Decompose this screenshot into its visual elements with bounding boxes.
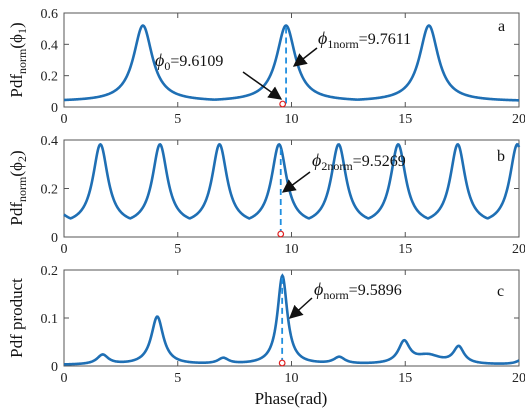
marker-c	[278, 359, 286, 367]
annotation-a2: ϕ0=9.6109	[155, 50, 223, 73]
x-tick-label-b-2: 10	[285, 242, 299, 257]
x-tick-label-c-1: 5	[174, 371, 181, 386]
x-tick-label-b-0: 0	[61, 242, 68, 257]
arrow-a2	[242, 71, 283, 100]
x-tick-label-a-2: 10	[285, 112, 299, 127]
annotation-c: ϕnorm=9.5896	[314, 279, 402, 302]
curve-a	[63, 24, 520, 102]
axes-box-b	[63, 139, 520, 238]
panel-letter-c: c	[497, 283, 504, 300]
arrow-c	[289, 297, 313, 319]
y-tick-label-c-2: 0.2	[41, 264, 59, 279]
ylabel-c: Pdf product	[7, 278, 26, 358]
x-tick-label-b-4: 20	[512, 242, 525, 257]
arrow-a1	[292, 47, 318, 67]
xlabel: Phase(rad)	[255, 389, 328, 408]
y-tick-label-b-0: 0	[51, 231, 58, 246]
y-tick-label-a-0: 0	[51, 101, 58, 116]
y-tick-label-a-3: 0.6	[41, 7, 59, 22]
x-tick-label-c-4: 20	[512, 371, 525, 386]
y-tick-label-a-2: 0.4	[41, 38, 59, 53]
marker-b	[277, 230, 285, 238]
annotation-a1: ϕ1norm=9.7611	[318, 28, 411, 51]
axes-a: 0 5 10 15 20 0 0.2 0.4 0.6	[41, 7, 525, 127]
x-tick-label-c-0: 0	[61, 371, 68, 386]
y-tick-label-b-1: 0.2	[41, 183, 59, 198]
x-tick-label-a-0: 0	[61, 112, 68, 127]
arrow-b	[281, 171, 311, 193]
panel-a: 0 5 10 15 20 0 0.2 0.4 0.6 ϕ1norm=9.7611 ϕ0=9.61…	[7, 7, 525, 127]
y-tick-label-c-1: 0.1	[41, 312, 59, 327]
axes-b: 0 5 10 15 20 0 0.2 0.4	[41, 134, 525, 257]
axes-c: 0 5 10 15 20 0 0.1 0.2	[41, 264, 525, 386]
ylabel-a: Pdfnorm(ϕ1)	[7, 22, 29, 97]
panel-letter-b: b	[497, 148, 505, 165]
x-tick-label-c-3: 15	[398, 371, 412, 386]
x-tick-label-b-3: 15	[398, 242, 412, 257]
x-tick-label-b-1: 5	[174, 242, 181, 257]
curve-c	[63, 273, 520, 366]
x-tick-label-a-4: 20	[512, 112, 525, 127]
curve-b	[63, 142, 521, 220]
x-tick-label-a-3: 15	[398, 112, 412, 127]
y-tick-label-a-1: 0.2	[41, 70, 59, 85]
y-tick-label-b-2: 0.4	[41, 134, 59, 149]
panel-letter-a: a	[498, 18, 505, 35]
ylabel-b: Pdfnorm(ϕ2)	[7, 150, 29, 225]
panel-b: 0 5 10 15 20 0 0.2 0.4 ϕ2norm=9.5269 b Pdfnorm(…	[7, 134, 525, 257]
x-tick-label-a-1: 5	[174, 112, 181, 127]
marker-a	[279, 100, 287, 108]
annotation-b: ϕ2norm=9.5269	[312, 150, 406, 173]
axes-box-c	[63, 269, 520, 367]
y-tick-label-c-0: 0	[51, 360, 58, 375]
x-tick-label-c-2: 10	[285, 371, 299, 386]
panel-c: 0 5 10 15 20 0 0.1 0.2 ϕnorm=9.5896 c Pdf produ…	[7, 264, 525, 408]
